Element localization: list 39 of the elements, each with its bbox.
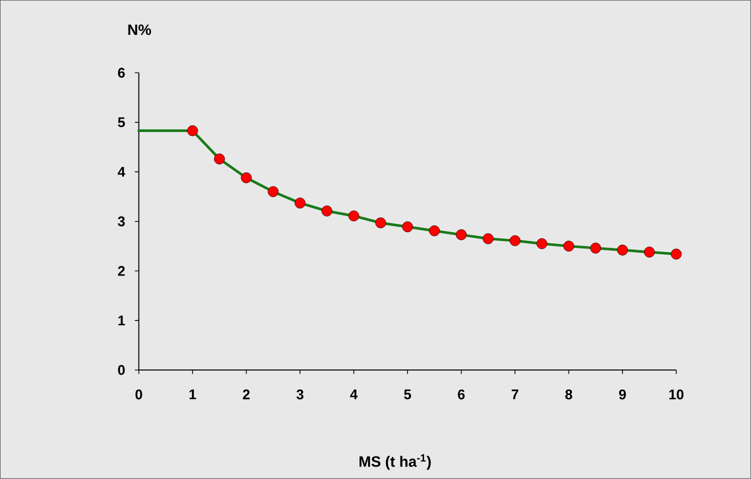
x-tick-label: 2 bbox=[242, 390, 250, 400]
point bbox=[322, 206, 332, 216]
point bbox=[644, 246, 655, 258]
point bbox=[456, 229, 467, 240]
point bbox=[429, 225, 440, 236]
x-tick-label: 8 bbox=[565, 390, 572, 400]
point bbox=[563, 240, 574, 252]
point bbox=[590, 242, 602, 254]
x-tick-label: 6 bbox=[458, 390, 465, 400]
point bbox=[187, 125, 198, 136]
point bbox=[348, 210, 360, 222]
x-tick-label: 10 bbox=[669, 390, 684, 400]
x-tick-label: 1 bbox=[190, 390, 196, 400]
y-tick-label: 4 bbox=[118, 167, 126, 177]
point bbox=[402, 222, 413, 232]
y-tick-label: 2 bbox=[118, 266, 125, 276]
y-tick-label: 0 bbox=[118, 365, 125, 376]
x-tick-label: 3 bbox=[296, 390, 304, 400]
point bbox=[294, 198, 306, 209]
point bbox=[670, 248, 682, 260]
x-tick-label: 4 bbox=[350, 390, 358, 400]
point bbox=[240, 172, 252, 184]
x-axis-title: MS (t ha$^{-1}$) bbox=[360, 454, 431, 470]
x-tick-label: 7 bbox=[512, 390, 518, 400]
point bbox=[482, 233, 494, 244]
x-tick-label: 5 bbox=[404, 390, 412, 400]
point bbox=[375, 218, 386, 228]
point bbox=[214, 154, 225, 164]
y-tick-label: 6 bbox=[118, 68, 125, 78]
point bbox=[617, 244, 628, 256]
point bbox=[510, 235, 520, 246]
x-tick-label: 9 bbox=[619, 390, 626, 400]
y-axis-title: N% bbox=[128, 24, 152, 36]
y-tick-label: 1 bbox=[118, 316, 125, 326]
y-tick-label: 5 bbox=[118, 118, 125, 128]
point bbox=[536, 238, 548, 250]
x-tick-label: 0 bbox=[135, 390, 142, 400]
point bbox=[268, 186, 279, 198]
y-tick-label: 3 bbox=[118, 216, 125, 226]
